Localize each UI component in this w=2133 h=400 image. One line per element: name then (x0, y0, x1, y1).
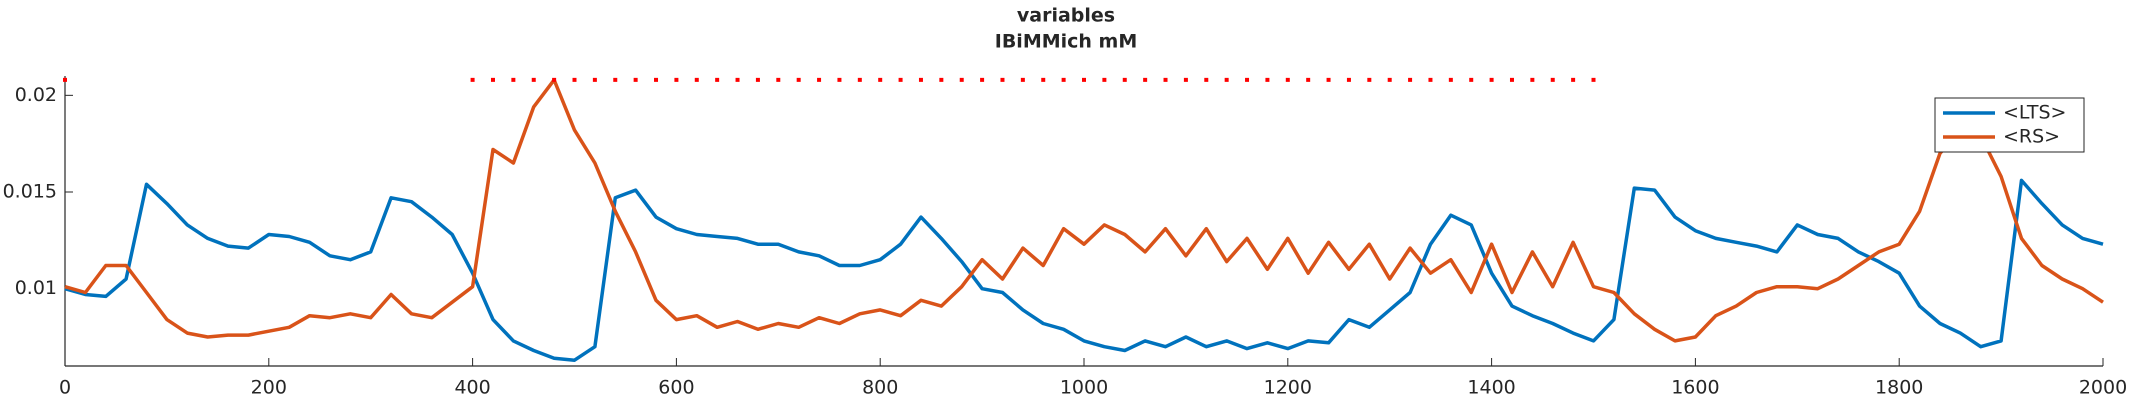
marker-dot (1530, 77, 1535, 82)
x-tick-label: 1200 (1264, 377, 1312, 399)
marker-dot (1591, 77, 1596, 82)
marker-dot (755, 77, 760, 82)
marker-dot (939, 77, 944, 82)
marker-dot (735, 77, 740, 82)
marker-dot (592, 77, 597, 82)
marker-dot (715, 77, 720, 82)
marker-dot (1061, 77, 1066, 82)
marker-dot (1020, 77, 1025, 82)
marker-dot (1469, 77, 1474, 82)
marker-dot (1306, 77, 1311, 82)
series-line (64, 178, 2104, 362)
marker-dot (1041, 77, 1046, 82)
marker-dot (878, 77, 883, 82)
marker-dot (959, 77, 964, 82)
x-tick-label: 0 (59, 377, 71, 399)
series-line (64, 78, 2104, 343)
marker-dot (1082, 77, 1086, 82)
marker-dot (1346, 77, 1351, 82)
marker-dot (1224, 77, 1229, 82)
marker-dot (1204, 77, 1209, 82)
x-tick-label: 1600 (1671, 377, 1719, 399)
x-tick-label: 800 (862, 377, 898, 399)
marker-dot (1245, 77, 1250, 82)
x-tick-label: 200 (251, 377, 287, 399)
x-tick-label: 600 (658, 377, 694, 399)
marker-dot (898, 77, 903, 82)
marker-dot (857, 77, 862, 82)
marker-dot (1183, 77, 1188, 82)
marker-dot (817, 77, 822, 82)
marker-dot (1285, 77, 1290, 82)
legend-box (1934, 97, 2085, 153)
x-tick-label: 1400 (1467, 377, 1515, 399)
legend-label: <RS> (2003, 126, 2060, 148)
marker-dot (63, 77, 67, 82)
marker-dot (1102, 77, 1107, 82)
marker-dot (1448, 77, 1453, 82)
chart-subtitle: IBiMMich mM (995, 31, 1138, 53)
marker-dot (1326, 77, 1331, 82)
marker-dot (1428, 77, 1433, 82)
marker-dot (531, 77, 536, 82)
marker-dot (511, 77, 516, 82)
marker-dot (1265, 77, 1270, 82)
marker-dot (1000, 77, 1005, 82)
legend-label: <LTS> (2003, 102, 2066, 124)
marker-dot (1550, 77, 1555, 82)
x-tick-label: 1800 (1875, 377, 1923, 399)
marker-dot (572, 77, 577, 82)
marker-dot (654, 77, 659, 82)
marker-dot (694, 77, 699, 82)
marker-dot (490, 77, 495, 82)
marker-dot (796, 77, 801, 82)
marker-dot (633, 77, 638, 82)
marker-dot (1163, 77, 1168, 82)
y-tick-label: 0.02 (15, 84, 57, 106)
x-tick-label: 2000 (2079, 377, 2127, 399)
x-tick-label: 400 (454, 377, 490, 399)
marker-dot (1143, 77, 1148, 82)
marker-dot (1367, 77, 1372, 82)
marker-dot (837, 77, 842, 82)
marker-dot (1122, 77, 1127, 82)
x-tick-label: 1000 (1060, 377, 1108, 399)
marker-dot (552, 77, 557, 82)
marker-dot (1571, 77, 1576, 82)
chart-title: variables (1017, 5, 1115, 27)
marker-dot (1489, 77, 1494, 82)
marker-dot (980, 77, 985, 82)
marker-dot (674, 77, 679, 82)
marker-dot (776, 77, 781, 82)
marker-dot (1408, 77, 1413, 82)
marker-dot (1509, 77, 1514, 82)
marker-dot (613, 77, 618, 82)
y-tick-label: 0.015 (3, 181, 57, 203)
marker-dot (1387, 77, 1392, 82)
marker-dot (918, 77, 923, 82)
marker-dot (470, 77, 475, 82)
y-tick-label: 0.01 (15, 277, 57, 299)
